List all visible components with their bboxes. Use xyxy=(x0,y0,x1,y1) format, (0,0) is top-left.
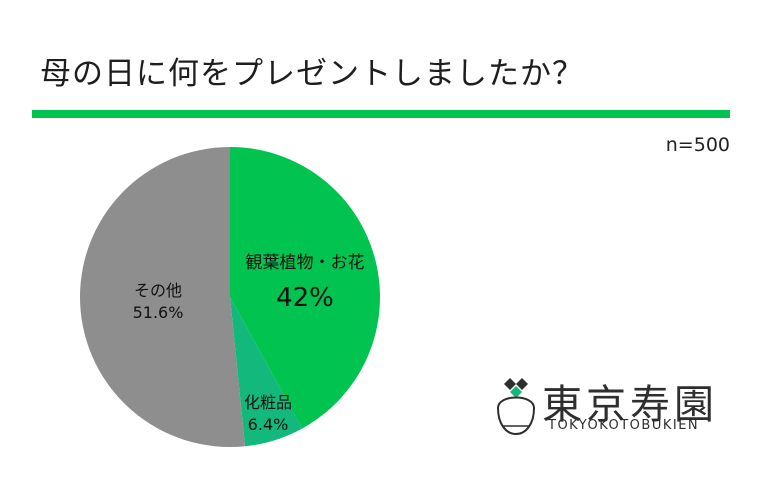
slice-value-label: 6.4% xyxy=(248,415,289,434)
logo-romaji: TOKYOKOTOBUKIEN xyxy=(548,418,700,433)
logo-mark-icon xyxy=(496,378,536,436)
title-underline xyxy=(32,110,730,118)
sample-size-label: n=500 xyxy=(665,134,730,156)
chart-title: 母の日に何をプレゼントしましたか？ xyxy=(40,56,584,92)
slice-cosmetics xyxy=(230,297,303,447)
slice-label: 観葉植物・お花 xyxy=(246,253,365,273)
slice-plants-flowers xyxy=(230,147,381,429)
logo-name: 東京寿園 xyxy=(542,382,718,428)
slice-value-label: 42% xyxy=(276,283,334,313)
slice-label: その他 xyxy=(134,281,182,300)
slice-value-label: 51.6% xyxy=(133,303,184,322)
company-logo: 東京寿園 TOKYOKOTOBUKIEN xyxy=(492,374,732,444)
slice-label: 化粧品 xyxy=(244,393,292,412)
slice-other xyxy=(79,147,246,447)
